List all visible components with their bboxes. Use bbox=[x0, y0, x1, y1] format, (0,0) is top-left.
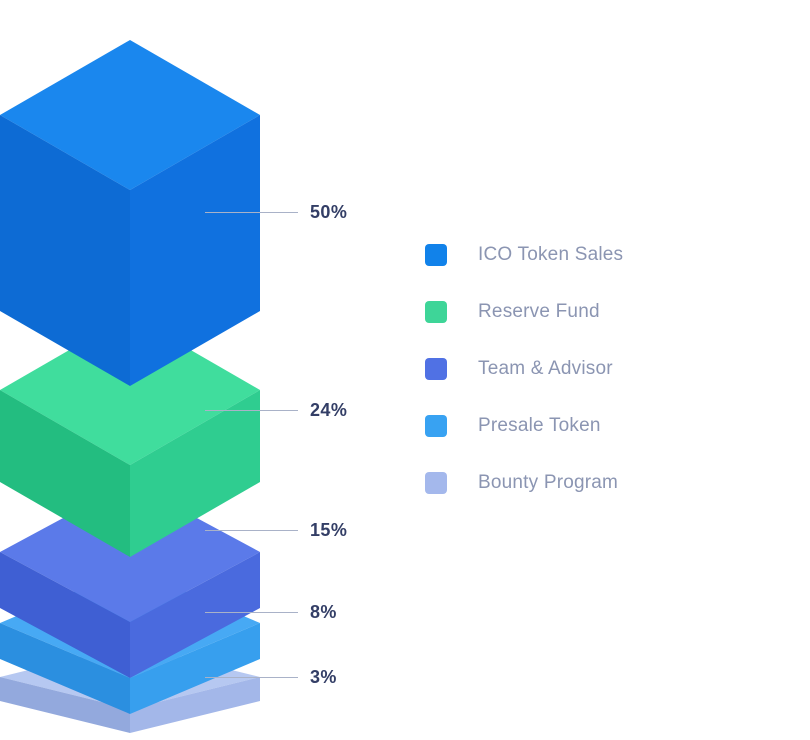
leader-line-ico-token-sales bbox=[205, 212, 298, 213]
legend-label-presale-token: Presale Token bbox=[478, 414, 601, 436]
legend-swatch-presale-token bbox=[425, 414, 447, 437]
right-face bbox=[130, 623, 260, 714]
legend-item-presale-token: Presale Token bbox=[425, 414, 623, 437]
legend: ICO Token Sales Reserve Fund Team & Advi… bbox=[425, 243, 623, 494]
legend-label-reserve-fund: Reserve Fund bbox=[478, 300, 600, 322]
percent-label-bounty-program: 3% bbox=[310, 667, 337, 687]
legend-item-reserve-fund: Reserve Fund bbox=[425, 300, 623, 323]
legend-swatch-bounty-program bbox=[425, 471, 447, 494]
legend-item-team-advisor: Team & Advisor bbox=[425, 357, 623, 380]
leader-line-bounty-program bbox=[205, 677, 298, 678]
block-ico-token-sales bbox=[0, 40, 260, 386]
right-face bbox=[130, 552, 260, 678]
legend-label-ico-token-sales: ICO Token Sales bbox=[478, 243, 624, 265]
left-face bbox=[0, 623, 130, 714]
legend-item-bounty-program: Bounty Program bbox=[425, 471, 623, 494]
legend-label-bounty-program: Bounty Program bbox=[478, 471, 619, 493]
legend-swatch-team-advisor bbox=[425, 357, 447, 380]
left-face bbox=[0, 115, 130, 386]
percent-label-reserve-fund: 24% bbox=[310, 400, 348, 420]
legend-swatch-ico-token-sales bbox=[425, 243, 447, 266]
left-face bbox=[0, 552, 130, 678]
legend-label-team-advisor: Team & Advisor bbox=[478, 357, 613, 379]
leader-line-team-advisor bbox=[205, 530, 298, 531]
percent-label-ico-token-sales: 50% bbox=[310, 202, 348, 222]
legend-swatch-reserve-fund bbox=[425, 300, 447, 323]
leader-line-presale-token bbox=[205, 612, 298, 613]
percent-label-presale-token: 8% bbox=[310, 602, 337, 622]
right-face bbox=[130, 677, 260, 733]
legend-item-ico-token-sales: ICO Token Sales bbox=[425, 243, 623, 266]
left-face bbox=[0, 390, 130, 557]
right-face bbox=[130, 390, 260, 557]
right-face bbox=[130, 115, 260, 386]
percent-label-team-advisor: 15% bbox=[310, 520, 348, 540]
left-face bbox=[0, 677, 130, 733]
leader-line-reserve-fund bbox=[205, 410, 298, 411]
block-reserve-fund bbox=[0, 315, 260, 557]
